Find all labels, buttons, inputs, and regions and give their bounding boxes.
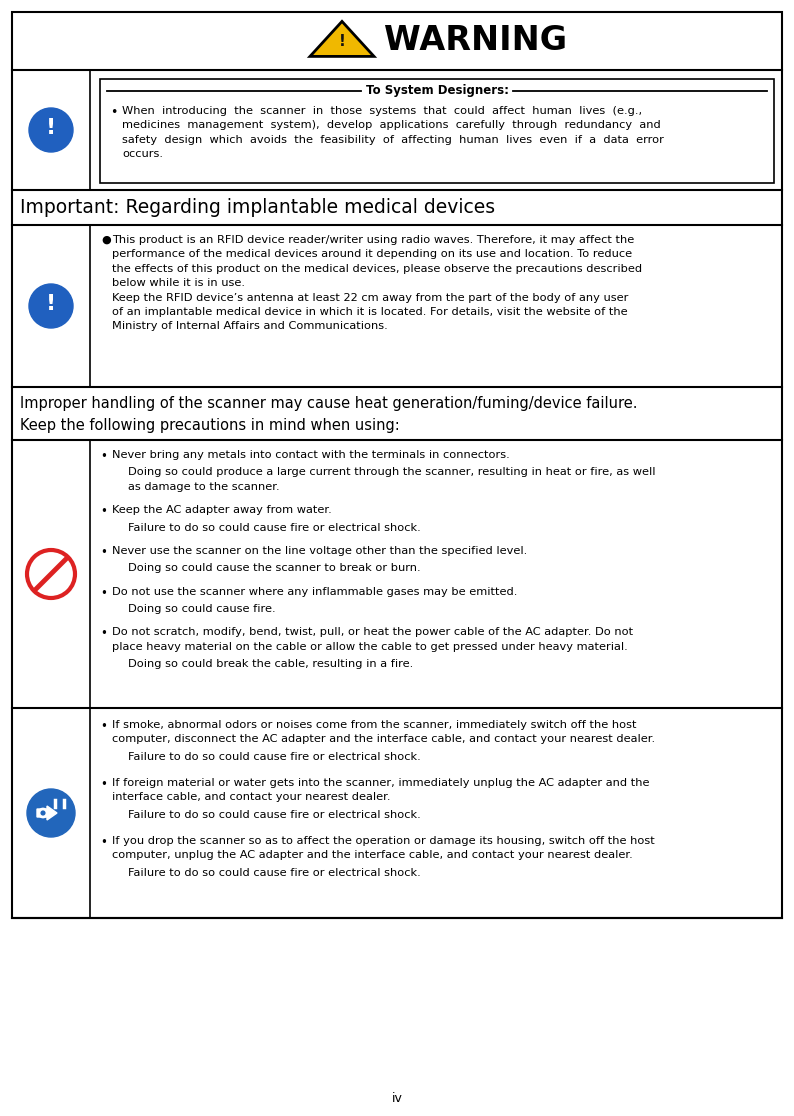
- Text: Failure to do so could cause fire or electrical shock.: Failure to do so could cause fire or ele…: [128, 868, 421, 878]
- Text: Do not use the scanner where any inflammable gases may be emitted.: Do not use the scanner where any inflamm…: [112, 587, 518, 597]
- Text: !: !: [46, 294, 56, 314]
- Circle shape: [27, 550, 75, 598]
- Text: !: !: [46, 117, 56, 137]
- Text: Failure to do so could cause fire or electrical shock.: Failure to do so could cause fire or ele…: [128, 522, 421, 532]
- Text: ●: ●: [101, 235, 110, 246]
- Text: WARNING: WARNING: [384, 25, 567, 58]
- Text: •: •: [100, 587, 107, 599]
- Text: If foreign material or water gets into the scanner, immediately unplug the AC ad: If foreign material or water gets into t…: [112, 778, 649, 802]
- Text: •: •: [100, 546, 107, 559]
- Text: Failure to do so could cause fire or electrical shock.: Failure to do so could cause fire or ele…: [128, 810, 421, 820]
- Circle shape: [29, 108, 73, 152]
- Text: When  introducing  the  scanner  in  those  systems  that  could  affect  human : When introducing the scanner in those sy…: [122, 106, 664, 160]
- Text: •: •: [100, 506, 107, 519]
- Text: Doing so could cause the scanner to break or burn.: Doing so could cause the scanner to brea…: [128, 564, 421, 574]
- Bar: [100, 79, 774, 183]
- Text: This product is an RFID device reader/writer using radio waves. Therefore, it ma: This product is an RFID device reader/wr…: [112, 235, 642, 331]
- Text: If you drop the scanner so as to affect the operation or damage its housing, swi: If you drop the scanner so as to affect …: [112, 836, 655, 860]
- FancyArrow shape: [37, 806, 57, 820]
- Circle shape: [27, 789, 75, 837]
- Text: Never use the scanner on the line voltage other than the specified level.: Never use the scanner on the line voltag…: [112, 546, 527, 556]
- Text: Important: Regarding implantable medical devices: Important: Regarding implantable medical…: [20, 198, 495, 217]
- Text: !: !: [338, 35, 345, 49]
- Text: Improper handling of the scanner may cause heat generation/fuming/device failure: Improper handling of the scanner may cau…: [20, 396, 638, 433]
- Text: Keep the AC adapter away from water.: Keep the AC adapter away from water.: [112, 506, 332, 516]
- Text: Never bring any metals into contact with the terminals in connectors.: Never bring any metals into contact with…: [112, 450, 510, 460]
- Circle shape: [29, 283, 73, 328]
- Text: To System Designers:: To System Designers:: [365, 84, 508, 97]
- Text: iv: iv: [391, 1091, 403, 1105]
- Text: •: •: [110, 106, 118, 119]
- Circle shape: [39, 809, 47, 817]
- Text: Doing so could break the cable, resulting in a fire.: Doing so could break the cable, resultin…: [128, 660, 413, 670]
- Text: •: •: [100, 450, 107, 463]
- Text: Do not scratch, modify, bend, twist, pull, or heat the power cable of the AC ada: Do not scratch, modify, bend, twist, pul…: [112, 627, 633, 652]
- Text: If smoke, abnormal odors or noises come from the scanner, immediately switch off: If smoke, abnormal odors or noises come …: [112, 720, 655, 744]
- Text: •: •: [100, 627, 107, 641]
- Text: •: •: [100, 720, 107, 733]
- Polygon shape: [310, 21, 374, 57]
- Text: •: •: [100, 778, 107, 791]
- Bar: [12, 12, 782, 918]
- Text: Doing so could cause fire.: Doing so could cause fire.: [128, 604, 276, 614]
- Text: •: •: [100, 836, 107, 849]
- Text: Failure to do so could cause fire or electrical shock.: Failure to do so could cause fire or ele…: [128, 752, 421, 762]
- Text: Doing so could produce a large current through the scanner, resulting in heat or: Doing so could produce a large current t…: [128, 468, 656, 492]
